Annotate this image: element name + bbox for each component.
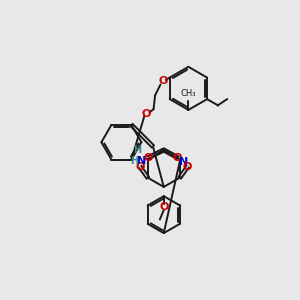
Text: O: O — [142, 109, 151, 119]
Text: O: O — [158, 76, 167, 86]
Text: N: N — [137, 156, 146, 166]
Text: O: O — [183, 162, 192, 172]
Text: O: O — [135, 162, 145, 172]
Text: H: H — [134, 145, 142, 154]
Text: CH₃: CH₃ — [181, 88, 196, 98]
Text: O: O — [173, 153, 182, 163]
Text: N: N — [179, 157, 188, 166]
Text: O: O — [144, 153, 153, 163]
Text: H: H — [130, 156, 138, 166]
Text: O: O — [159, 202, 168, 212]
